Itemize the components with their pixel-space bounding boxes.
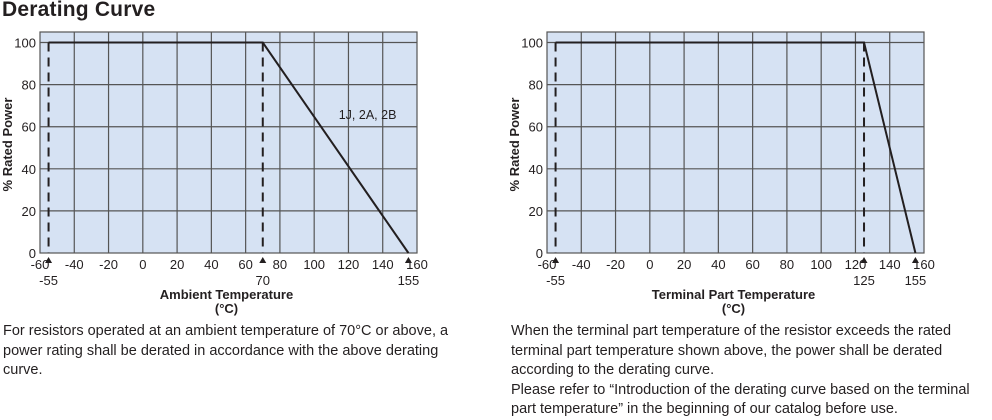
x-axis-unit: (°C) (215, 301, 238, 316)
y-tick-label: 20 (22, 204, 36, 219)
ambient-description-text: For resistors operated at an ambient tem… (3, 323, 449, 378)
x-tick-label: -20 (606, 257, 625, 272)
y-tick-label: 0 (536, 246, 543, 261)
plot-area (39, 31, 418, 254)
x-tick-label: 80 (780, 257, 794, 272)
y-tick-label: 40 (529, 162, 543, 177)
x-tick-label: 140 (879, 257, 901, 272)
x-tick-label: 100 (303, 257, 325, 272)
x-tick-label: 60 (745, 257, 759, 272)
series-annotation: 1J, 2A, 2B (339, 108, 397, 122)
x-axis-title: Terminal Part Temperature (652, 287, 816, 302)
plot-area (546, 31, 925, 254)
y-tick-label: 80 (22, 78, 36, 93)
x-axis-unit: (°C) (722, 301, 745, 316)
ambient-description: For resistors operated at an ambient tem… (3, 322, 453, 381)
x-tick-label: -60 (538, 257, 557, 272)
x-tick-label: -40 (65, 257, 84, 272)
x-tick-label: -20 (99, 257, 118, 272)
x-tick-label: 100 (810, 257, 832, 272)
y-tick-label: 40 (22, 162, 36, 177)
y-axis-title: % Rated Power (0, 98, 15, 192)
marker-tick-label: -55 (39, 273, 58, 288)
y-axis-title: % Rated Power (507, 98, 522, 192)
terminal-description-text-2: Please refer to “Introduction of the der… (511, 381, 970, 418)
marker-tick-label: 125 (853, 273, 875, 288)
x-tick-label: 120 (845, 257, 867, 272)
x-tick-label: -40 (572, 257, 591, 272)
y-tick-label: 20 (529, 204, 543, 219)
x-tick-label: 60 (238, 257, 252, 272)
x-tick-label: 140 (372, 257, 394, 272)
terminal-description: When the terminal part temperature of th… (511, 322, 992, 420)
derating-line (48, 41, 410, 254)
derating-line (555, 41, 917, 254)
y-tick-label: 60 (22, 120, 36, 135)
x-tick-label: -60 (31, 257, 50, 272)
y-tick-label: 80 (529, 78, 543, 93)
page-title: Derating Curve (2, 0, 156, 21)
marker-tick-label: 70 (256, 273, 270, 288)
terminal-description-text-1: When the terminal part temperature of th… (511, 323, 952, 378)
marker-tick-label: -55 (546, 273, 565, 288)
y-tick-label: 100 (521, 36, 543, 51)
x-tick-label: 120 (338, 257, 360, 272)
x-tick-label: 0 (139, 257, 146, 272)
x-tick-label: 0 (646, 257, 653, 272)
y-tick-label: 60 (529, 120, 543, 135)
x-tick-label: 20 (170, 257, 184, 272)
y-tick-label: 0 (29, 246, 36, 261)
x-tick-label: 40 (711, 257, 725, 272)
x-tick-label: 80 (273, 257, 287, 272)
y-tick-label: 100 (14, 36, 36, 51)
marker-tick-label: 155 (905, 273, 927, 288)
x-tick-label: 40 (204, 257, 218, 272)
x-tick-label: 160 (406, 257, 428, 272)
marker-tick-label: 155 (398, 273, 420, 288)
x-tick-label: 20 (677, 257, 691, 272)
x-tick-label: 160 (913, 257, 935, 272)
x-axis-title: Ambient Temperature (160, 287, 293, 302)
